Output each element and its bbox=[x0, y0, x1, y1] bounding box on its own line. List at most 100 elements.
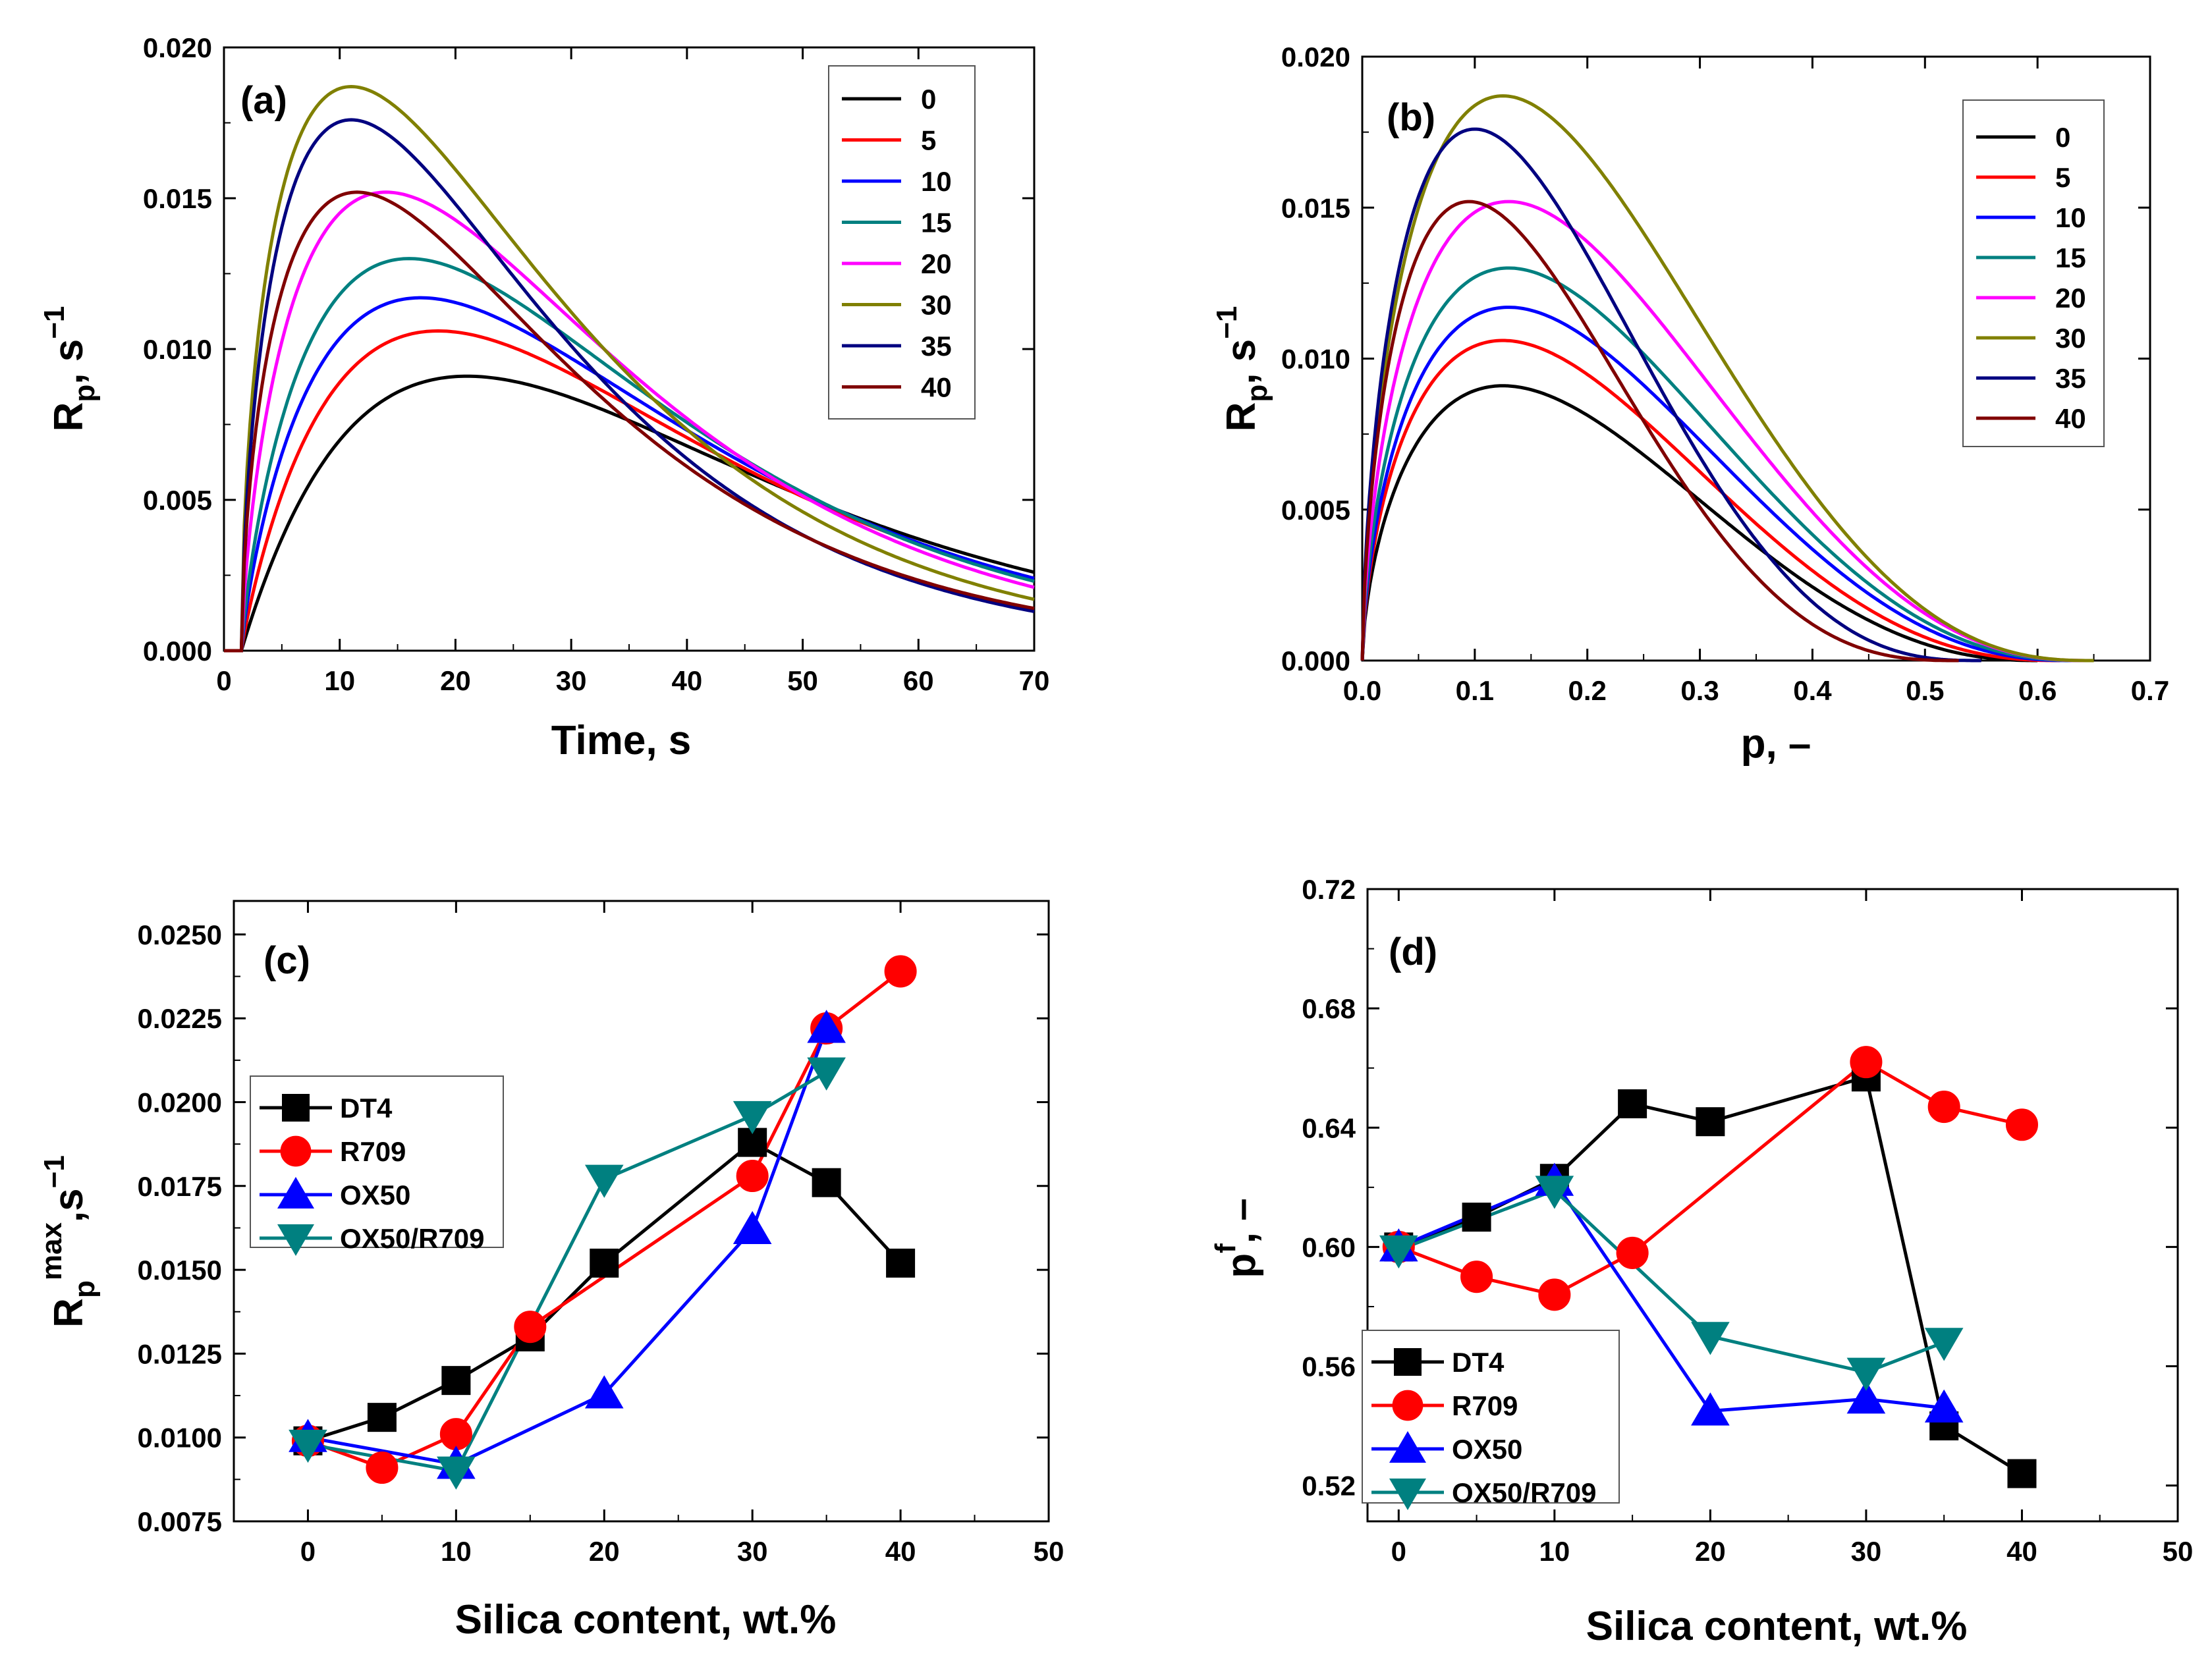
panel-d-data-point bbox=[1927, 1091, 1960, 1124]
panel-a-legend-label: 40 bbox=[921, 372, 952, 403]
panel-c-y-tick-label: 0.0250 bbox=[138, 919, 222, 950]
panel-c-y-tick-label: 0.0225 bbox=[138, 1003, 222, 1034]
panel-a-legend-label: 35 bbox=[921, 331, 952, 362]
panel-d-x-tick-label: 10 bbox=[1539, 1536, 1570, 1567]
panel-d-data-point bbox=[1696, 1107, 1725, 1137]
panel-c-data-point bbox=[807, 1010, 846, 1043]
panel-a-y-tick-label: 0.015 bbox=[143, 183, 212, 214]
panel-b-series-line bbox=[1360, 200, 1959, 663]
panel-b-conversion-rate-chart: (b) p, – Rp, s−1 0.0 0.1 0.2 0.3 0.4 0.5 0.6 0.… bbox=[1211, 41, 2169, 767]
panel-c-y-tick-label: 0.0125 bbox=[138, 1338, 222, 1369]
panel-c-data-point bbox=[439, 1418, 472, 1451]
panel-b-y-axis-title: Rp, s−1 bbox=[1211, 306, 1273, 432]
panel-c-x-axis-title: Silica content, wt.% bbox=[455, 1597, 837, 1643]
panel-a-x-tick-label: 20 bbox=[440, 665, 471, 696]
panel-d-data-point bbox=[1535, 1176, 1574, 1209]
panel-d-data-point bbox=[1618, 1089, 1647, 1119]
panel-c-legend-swatch-marker bbox=[282, 1094, 310, 1122]
panel-c-data-point bbox=[736, 1160, 769, 1193]
panel-b-x-tick-label: 0.6 bbox=[2018, 675, 2057, 706]
panel-a-time-rate-chart: (a) Time, s Rp, s−1 0 10 20 30 40 50 60 700.000… bbox=[38, 32, 1049, 763]
panel-b-x-tick-label: 0.3 bbox=[1680, 675, 1719, 706]
panel-b-x-tick-label: 0.1 bbox=[1456, 675, 1494, 706]
panel-b-series-line bbox=[1360, 94, 2094, 663]
panel-a-y-tick-label: 0.000 bbox=[143, 636, 212, 666]
panel-d-data-point bbox=[1460, 1261, 1493, 1293]
panel-a-y-axis-title: Rp, s−1 bbox=[38, 306, 101, 432]
panel-c-x-tick-label: 0 bbox=[300, 1536, 316, 1567]
panel-a-legend-label: 0 bbox=[921, 84, 936, 115]
panel-c-legend-swatch-marker bbox=[277, 1224, 314, 1256]
panel-d-data-point bbox=[1924, 1328, 1964, 1361]
panel-d-data-point bbox=[1846, 1357, 1886, 1391]
panel-c-x-tick-label: 30 bbox=[737, 1536, 768, 1567]
panel-d-y-tick-label: 0.56 bbox=[1302, 1351, 1356, 1382]
panel-d-data-point bbox=[1616, 1236, 1649, 1269]
panel-d-data-point bbox=[1538, 1278, 1571, 1311]
panel-c-data-point bbox=[514, 1311, 547, 1344]
panel-c-y-tick-label: 0.0175 bbox=[138, 1171, 222, 1202]
panel-d-plot-frame bbox=[1366, 888, 2179, 1523]
panel-d-legend-swatch-marker bbox=[1389, 1431, 1426, 1463]
panel-b-y-tick-label: 0.005 bbox=[1281, 495, 1350, 526]
panel-b-y-tick-label: 0.020 bbox=[1281, 41, 1350, 72]
panel-b-legend-box bbox=[1962, 99, 2105, 447]
panel-b-series-line bbox=[1360, 306, 2072, 663]
panel-c-legend-label: R709 bbox=[340, 1136, 406, 1167]
panel-a-x-tick-label: 40 bbox=[671, 665, 702, 696]
panel-d-label: (d) bbox=[1389, 931, 1437, 973]
panel-d-y-tick-label: 0.60 bbox=[1302, 1232, 1356, 1263]
panel-c-x-tick-label: 40 bbox=[885, 1536, 916, 1567]
panel-a-legend-label: 30 bbox=[921, 290, 952, 321]
panel-a-legend-label: 5 bbox=[921, 125, 936, 156]
panel-d-legend-swatch-marker bbox=[1394, 1348, 1422, 1376]
panel-a-series-line bbox=[224, 257, 1035, 653]
panel-a-x-axis-title: Time, s bbox=[551, 718, 692, 763]
panel-c-data-point bbox=[590, 1248, 619, 1278]
panel-a-y-tick-label: 0.020 bbox=[143, 32, 212, 63]
panel-a-series-line bbox=[224, 118, 1035, 653]
panel-b-legend-label: 5 bbox=[2055, 162, 2070, 193]
panel-c-y-tick-label: 0.0075 bbox=[138, 1506, 222, 1537]
panel-d-y-tick-label: 0.72 bbox=[1302, 874, 1356, 905]
panel-b-y-tick-label: 0.010 bbox=[1281, 344, 1350, 375]
panel-b-x-tick-label: 0.7 bbox=[2131, 675, 2169, 706]
panel-b-legend-label: 15 bbox=[2055, 242, 2086, 273]
panel-d-legend-swatch-marker bbox=[1392, 1390, 1424, 1421]
panel-c-data-point bbox=[886, 1248, 916, 1278]
panel-c-legend-label: DT4 bbox=[340, 1093, 393, 1124]
panel-d-y-tick-label: 0.52 bbox=[1302, 1471, 1356, 1502]
panel-b-x-tick-label: 0.5 bbox=[1906, 675, 1944, 706]
panel-a-legend-label: 10 bbox=[921, 166, 952, 197]
panel-c-data-point bbox=[812, 1168, 841, 1197]
panel-d-legend-label: OX50/R709 bbox=[1452, 1477, 1596, 1508]
panel-d-y-tick-label: 0.68 bbox=[1302, 993, 1356, 1024]
panel-d-data-point bbox=[2005, 1108, 2038, 1141]
panel-d-final-conversion-chart: (d) Silica content, wt.% pf, – 0 10 20 30 40… bbox=[1209, 874, 2193, 1649]
panel-a-y-tick-label: 0.010 bbox=[143, 334, 212, 365]
panel-c-data-point bbox=[584, 1164, 624, 1198]
panel-d-data-point bbox=[1691, 1392, 1730, 1426]
panel-c-x-tick-label: 50 bbox=[1034, 1536, 1065, 1567]
panel-d-x-tick-label: 30 bbox=[1851, 1536, 1882, 1567]
panel-c-legend-swatch-marker bbox=[277, 1177, 314, 1209]
panel-d-x-axis-title: Silica content, wt.% bbox=[1586, 1604, 1968, 1649]
panel-a-x-tick-label: 30 bbox=[556, 665, 587, 696]
panel-b-legend-label: 35 bbox=[2055, 363, 2086, 394]
panel-d-x-tick-label: 40 bbox=[2006, 1536, 2037, 1567]
panel-b-x-axis-title: p, – bbox=[1741, 721, 1811, 767]
panel-c-data-point bbox=[733, 1210, 772, 1245]
panel-d-x-tick-label: 50 bbox=[2163, 1536, 2194, 1567]
panel-a-y-tick-label: 0.005 bbox=[143, 485, 212, 516]
panel-a-legend-label: 20 bbox=[921, 248, 952, 279]
panel-a-x-tick-label: 0 bbox=[216, 665, 231, 696]
panel-b-legend-label: 30 bbox=[2055, 323, 2086, 354]
panel-c-y-tick-label: 0.0200 bbox=[138, 1087, 222, 1118]
panel-a-x-tick-label: 10 bbox=[324, 665, 355, 696]
panel-b-x-tick-label: 0.0 bbox=[1343, 675, 1381, 706]
panel-c-data-point bbox=[289, 1429, 327, 1463]
panel-c-data-point bbox=[366, 1452, 399, 1484]
panel-a-legend-box bbox=[828, 65, 976, 420]
panel-c-data-point bbox=[733, 1100, 772, 1135]
panel-d-data-point bbox=[1379, 1235, 1418, 1269]
